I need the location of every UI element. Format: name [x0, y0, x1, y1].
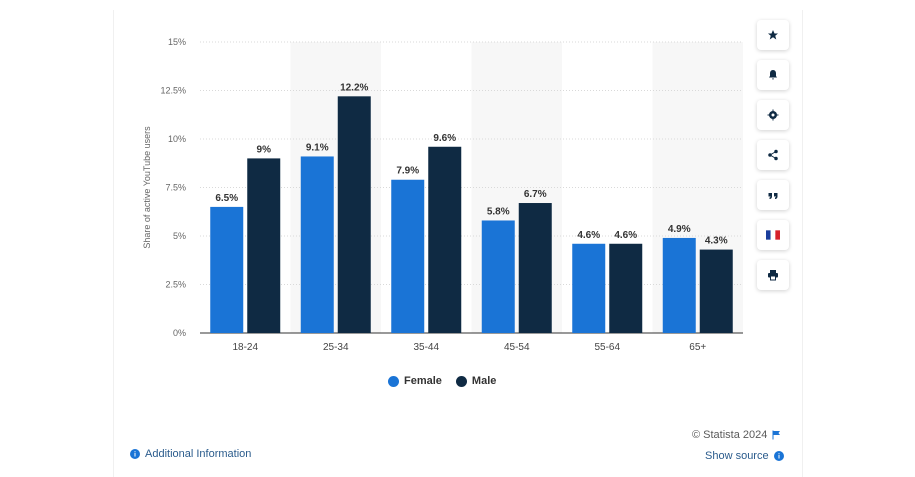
print-button[interactable]	[757, 260, 789, 290]
french-flag-icon	[766, 230, 780, 240]
legend-item-female[interactable]: Female	[388, 375, 442, 387]
data-label: 4.9%	[668, 224, 691, 235]
share-icon	[768, 149, 778, 161]
language-button[interactable]	[757, 220, 789, 250]
star-icon	[768, 30, 778, 40]
y-tick-label: 0%	[173, 328, 186, 338]
bar-female	[210, 206, 244, 333]
y-tick-label: 7.5%	[165, 183, 186, 193]
x-tick-label: 55-64	[594, 342, 620, 353]
data-label: 12.2%	[340, 82, 368, 93]
info-icon	[773, 451, 784, 461]
additional-information-link[interactable]: Additional Information	[130, 448, 251, 460]
copyright-label: © Statista 2024	[692, 429, 768, 441]
bar-male	[428, 146, 462, 333]
favorite-button[interactable]	[757, 20, 789, 50]
data-label: 4.6%	[614, 230, 637, 241]
bar-male	[609, 243, 643, 333]
copyright: © Statista 2024	[692, 429, 781, 441]
y-tick-label: 10%	[168, 134, 186, 144]
settings-button[interactable]	[757, 100, 789, 130]
y-tick-label: 2.5%	[165, 280, 186, 290]
legend-label-male: Male	[471, 375, 497, 387]
legend-label-female: Female	[404, 375, 442, 387]
cite-button[interactable]	[757, 180, 789, 210]
show-source-link[interactable]: Show source	[705, 450, 784, 462]
legend: Female Male	[388, 375, 496, 387]
legend-item-male[interactable]: Male	[455, 375, 497, 387]
bar-female	[572, 243, 606, 333]
y-tick-label: 12.5%	[160, 86, 186, 96]
info-icon	[130, 449, 140, 459]
data-label: 5.8%	[487, 206, 510, 217]
data-label: 7.9%	[396, 166, 419, 177]
x-tick-label: 35-44	[413, 342, 439, 353]
gear-icon	[767, 109, 779, 121]
additional-information-label: Additional Information	[145, 448, 252, 460]
data-label: 9.6%	[433, 133, 456, 144]
data-label: 4.6%	[577, 230, 600, 241]
show-source-label: Show source	[705, 450, 769, 462]
x-tick-label: 65+	[689, 342, 706, 353]
bar-male	[337, 96, 371, 333]
flag-icon	[772, 430, 781, 440]
share-button[interactable]	[757, 140, 789, 170]
bar-female	[391, 179, 425, 333]
y-tick-label: 15%	[168, 37, 186, 47]
notification-button[interactable]	[757, 60, 789, 90]
quote-icon	[768, 193, 778, 199]
bar-female	[300, 156, 334, 333]
data-label: 9%	[257, 144, 272, 155]
data-label: 9.1%	[306, 142, 329, 153]
x-tick-label: 45-54	[504, 342, 530, 353]
bell-icon	[769, 70, 777, 80]
legend-dot-female	[388, 375, 399, 387]
x-tick-label: 25-34	[323, 342, 349, 353]
bar-male	[518, 203, 552, 333]
bar-female	[662, 237, 696, 333]
print-icon	[768, 270, 778, 281]
data-label: 6.7%	[524, 189, 547, 200]
bar-female	[481, 220, 515, 333]
y-axis-title: Share of active YouTube users	[142, 126, 152, 249]
legend-dot-male	[455, 375, 467, 387]
data-label: 6.5%	[215, 193, 238, 204]
bar-male	[699, 249, 733, 333]
y-tick-label: 5%	[173, 231, 186, 241]
data-label: 4.3%	[705, 236, 728, 247]
x-tick-label: 18-24	[232, 342, 258, 353]
bar-male	[247, 158, 281, 333]
